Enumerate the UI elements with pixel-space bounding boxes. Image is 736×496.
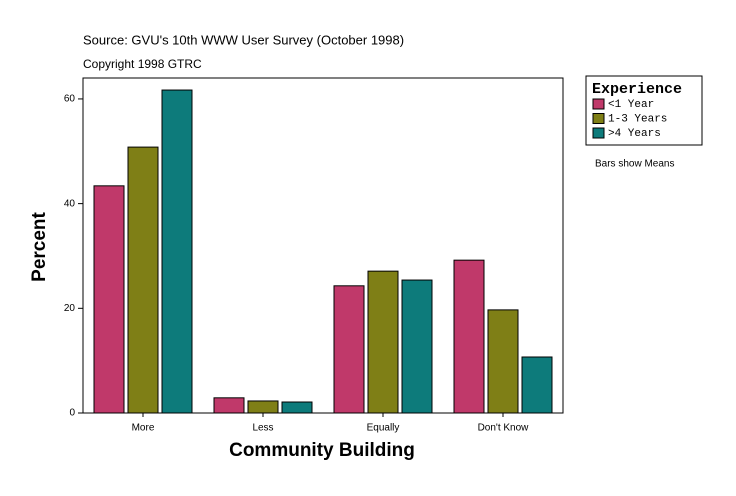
- copyright: Copyright 1998 GTRC: [83, 57, 202, 71]
- y-tick-label: 20: [64, 303, 76, 314]
- x-tick-label: Less: [252, 423, 273, 434]
- legend-label: <1 Year: [608, 99, 654, 111]
- source: Source: GVU's 10th WWW User Survey (Octo…: [83, 32, 404, 47]
- x-tick-label: Equally: [367, 423, 400, 434]
- bar: [401, 279, 433, 414]
- y-tick-label: 0: [69, 408, 75, 419]
- y-tick-label: 40: [64, 198, 76, 209]
- legend-label: >4 Years: [608, 128, 661, 140]
- bar: [521, 356, 553, 414]
- bar: [281, 401, 313, 414]
- legend-label: 1-3 Years: [608, 113, 667, 125]
- y-axis-label: Percent: [29, 211, 50, 281]
- x-tick-label: Don't Know: [478, 423, 530, 434]
- legend-box: [585, 75, 703, 146]
- bar: [213, 397, 245, 414]
- bar: [93, 185, 125, 414]
- bar: [127, 146, 159, 414]
- bar: [161, 89, 193, 414]
- x-axis-label: Community Building: [229, 440, 415, 461]
- bar: [453, 259, 485, 414]
- bar: [367, 270, 399, 414]
- bar: [247, 400, 279, 414]
- x-tick-label: More: [132, 423, 155, 434]
- bar: [487, 309, 519, 414]
- bar: [333, 285, 365, 414]
- y-tick-label: 60: [64, 94, 76, 105]
- plot-frame: [82, 77, 564, 414]
- legend-swatch: [592, 98, 605, 110]
- note: Bars show Means: [595, 159, 674, 170]
- legend-swatch: [592, 127, 605, 139]
- legend-title: Experience: [592, 81, 682, 98]
- legend-swatch: [592, 113, 605, 124]
